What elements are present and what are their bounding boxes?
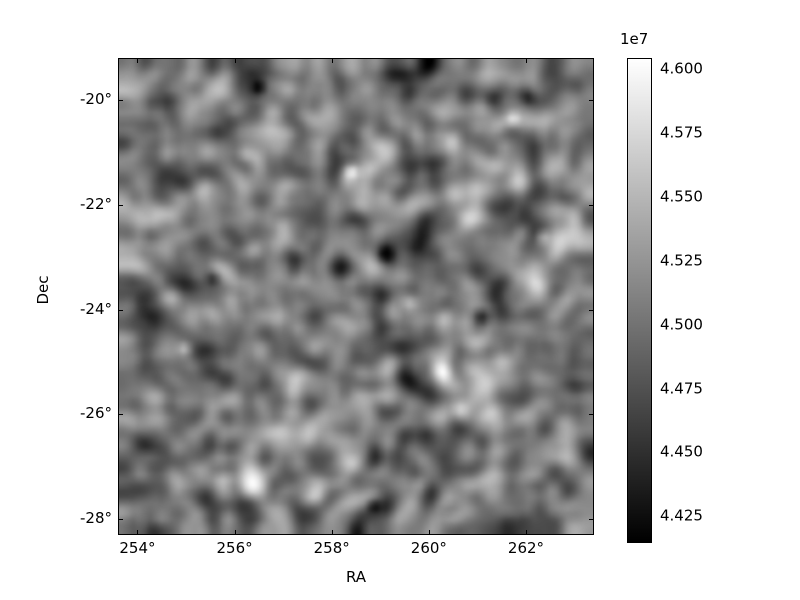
colorbar-tick-label: 4.550 (660, 187, 703, 206)
y-tick-left (118, 414, 123, 416)
y-tick-right (589, 414, 594, 416)
y-tick-label: -24° (80, 299, 112, 318)
y-axis-label: Dec (34, 275, 52, 305)
x-tick-label: 258° (313, 539, 350, 557)
y-tick-label: -22° (80, 194, 112, 213)
colorbar-tick-label: 4.425 (660, 506, 703, 525)
x-tick-bottom (137, 530, 139, 535)
y-tick-right (589, 99, 594, 101)
y-tick-label: -26° (80, 404, 112, 423)
x-tick-top (526, 58, 527, 63)
x-tick-top (137, 58, 139, 63)
x-tick-label: 254° (119, 539, 156, 557)
colorbar-tick-label: 4.575 (660, 123, 703, 142)
y-tick-left (118, 309, 123, 311)
colorbar-tick-label: 4.450 (660, 442, 703, 461)
x-tick-top (234, 58, 236, 63)
colorbar-tick-label: 4.525 (660, 251, 703, 270)
colorbar-tick-label: 4.475 (660, 379, 703, 398)
y-tick-right (589, 204, 594, 206)
x-axis-label: RA (345, 568, 367, 586)
y-tick-label: -28° (80, 509, 112, 528)
colorbar-offset-text: 1e7 (620, 30, 649, 48)
y-tick-label: -20° (80, 89, 112, 108)
x-tick-top (428, 58, 430, 63)
x-tick-bottom (331, 530, 333, 535)
colorbar-tick-label: 4.500 (660, 315, 703, 334)
x-tick-bottom (526, 530, 527, 535)
y-tick-left (118, 204, 123, 206)
y-tick-right (589, 309, 594, 311)
x-tick-label: 262° (507, 539, 545, 557)
y-tick-right (589, 519, 594, 521)
x-tick-bottom (428, 530, 430, 535)
x-tick-top (331, 58, 333, 63)
colorbar[interactable] (627, 58, 652, 543)
y-tick-left (118, 519, 123, 521)
x-tick-bottom (234, 530, 236, 535)
colorbar-tick-label: 4.600 (660, 59, 703, 78)
sky-map-image (119, 59, 593, 534)
sky-map-axes[interactable] (118, 58, 594, 535)
y-tick-left (118, 99, 123, 101)
x-tick-label: 256° (216, 539, 253, 557)
x-tick-label: 260° (410, 539, 447, 557)
